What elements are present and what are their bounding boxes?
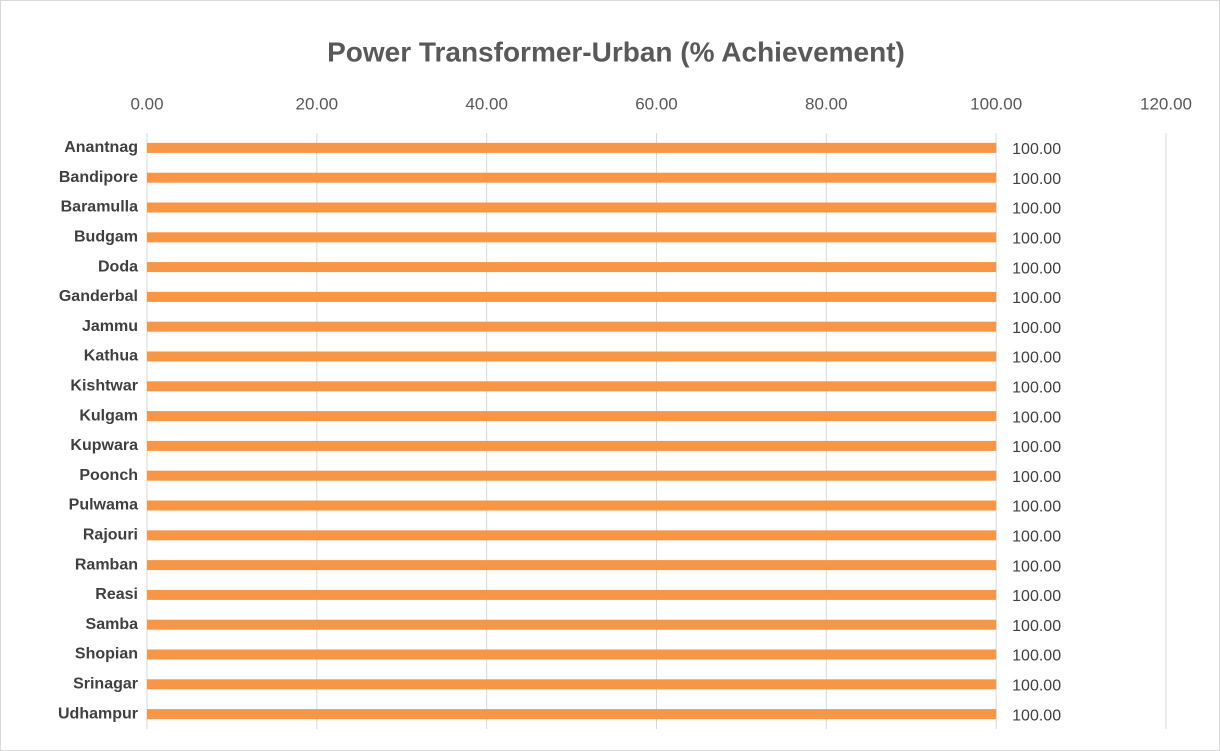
data-label: 100.00 [1012, 469, 1061, 486]
bar [147, 440, 997, 451]
data-label: 100.00 [1012, 380, 1061, 397]
bar [147, 709, 997, 720]
data-label: 100.00 [1012, 231, 1061, 248]
data-label: 100.00 [1012, 618, 1061, 635]
y-tick-label: Reasi [95, 586, 138, 603]
y-tick-label: Samba [86, 616, 139, 633]
bar [147, 142, 997, 153]
x-tick-label: 80.00 [805, 94, 848, 113]
x-tick-label: 0.00 [130, 94, 163, 113]
x-tick-label: 100.00 [970, 94, 1022, 113]
data-label: 100.00 [1012, 141, 1061, 158]
data-label: 100.00 [1012, 320, 1061, 337]
y-tick-label: Anantnag [64, 139, 138, 156]
y-tick-label: Kishtwar [70, 378, 138, 395]
data-label: 100.00 [1012, 439, 1061, 456]
bar [147, 500, 997, 511]
bar [147, 172, 997, 183]
data-label: 100.00 [1012, 558, 1061, 575]
x-tick-label: 20.00 [296, 94, 339, 113]
data-label: 100.00 [1012, 171, 1061, 188]
y-tick-label: Jammu [82, 318, 138, 335]
y-tick-label: Pulwama [69, 497, 138, 514]
y-tick-label: Bandipore [59, 169, 138, 186]
y-tick-label: Doda [98, 258, 138, 275]
data-label: 100.00 [1012, 409, 1061, 426]
y-tick-label: Baramulla [61, 199, 138, 216]
y-tick-label: Srinagar [73, 676, 138, 693]
y-tick-label: Ganderbal [59, 288, 138, 305]
data-label: 100.00 [1012, 290, 1061, 307]
y-tick-label: Kathua [84, 348, 138, 365]
bar [147, 589, 997, 600]
data-label: 100.00 [1012, 678, 1061, 695]
data-label: 100.00 [1012, 201, 1061, 218]
x-tick-label: 40.00 [465, 94, 508, 113]
bar [147, 560, 997, 571]
bar [147, 649, 997, 660]
bar [147, 411, 997, 422]
x-tick-label: 60.00 [635, 94, 678, 113]
y-tick-label: Budgam [74, 229, 138, 246]
bar [147, 530, 997, 541]
y-tick-label: Ramban [75, 556, 138, 573]
data-label: 100.00 [1012, 707, 1061, 724]
bar [147, 351, 997, 362]
data-label: 100.00 [1012, 350, 1061, 367]
data-label: 100.00 [1012, 499, 1061, 516]
data-label: 100.00 [1012, 588, 1061, 605]
bar [147, 321, 997, 332]
x-tick-label: 120.00 [1140, 94, 1192, 113]
y-tick-label: Shopian [75, 646, 138, 663]
y-tick-label: Kupwara [70, 437, 138, 454]
y-tick-label: Kulgam [79, 407, 138, 424]
chart-title: Power Transformer-Urban (% Achievement) [327, 36, 905, 67]
bar [147, 679, 997, 690]
bar [147, 232, 997, 243]
y-tick-label: Udhampur [58, 705, 138, 722]
bar [147, 470, 997, 481]
data-label: 100.00 [1012, 529, 1061, 546]
y-tick-label: Rajouri [83, 527, 138, 544]
bar [147, 262, 997, 273]
data-label: 100.00 [1012, 648, 1061, 665]
bar [147, 381, 997, 392]
bar [147, 202, 997, 213]
bar [147, 291, 997, 302]
data-label: 100.00 [1012, 260, 1061, 277]
y-tick-label: Poonch [79, 467, 138, 484]
bar [147, 619, 997, 630]
